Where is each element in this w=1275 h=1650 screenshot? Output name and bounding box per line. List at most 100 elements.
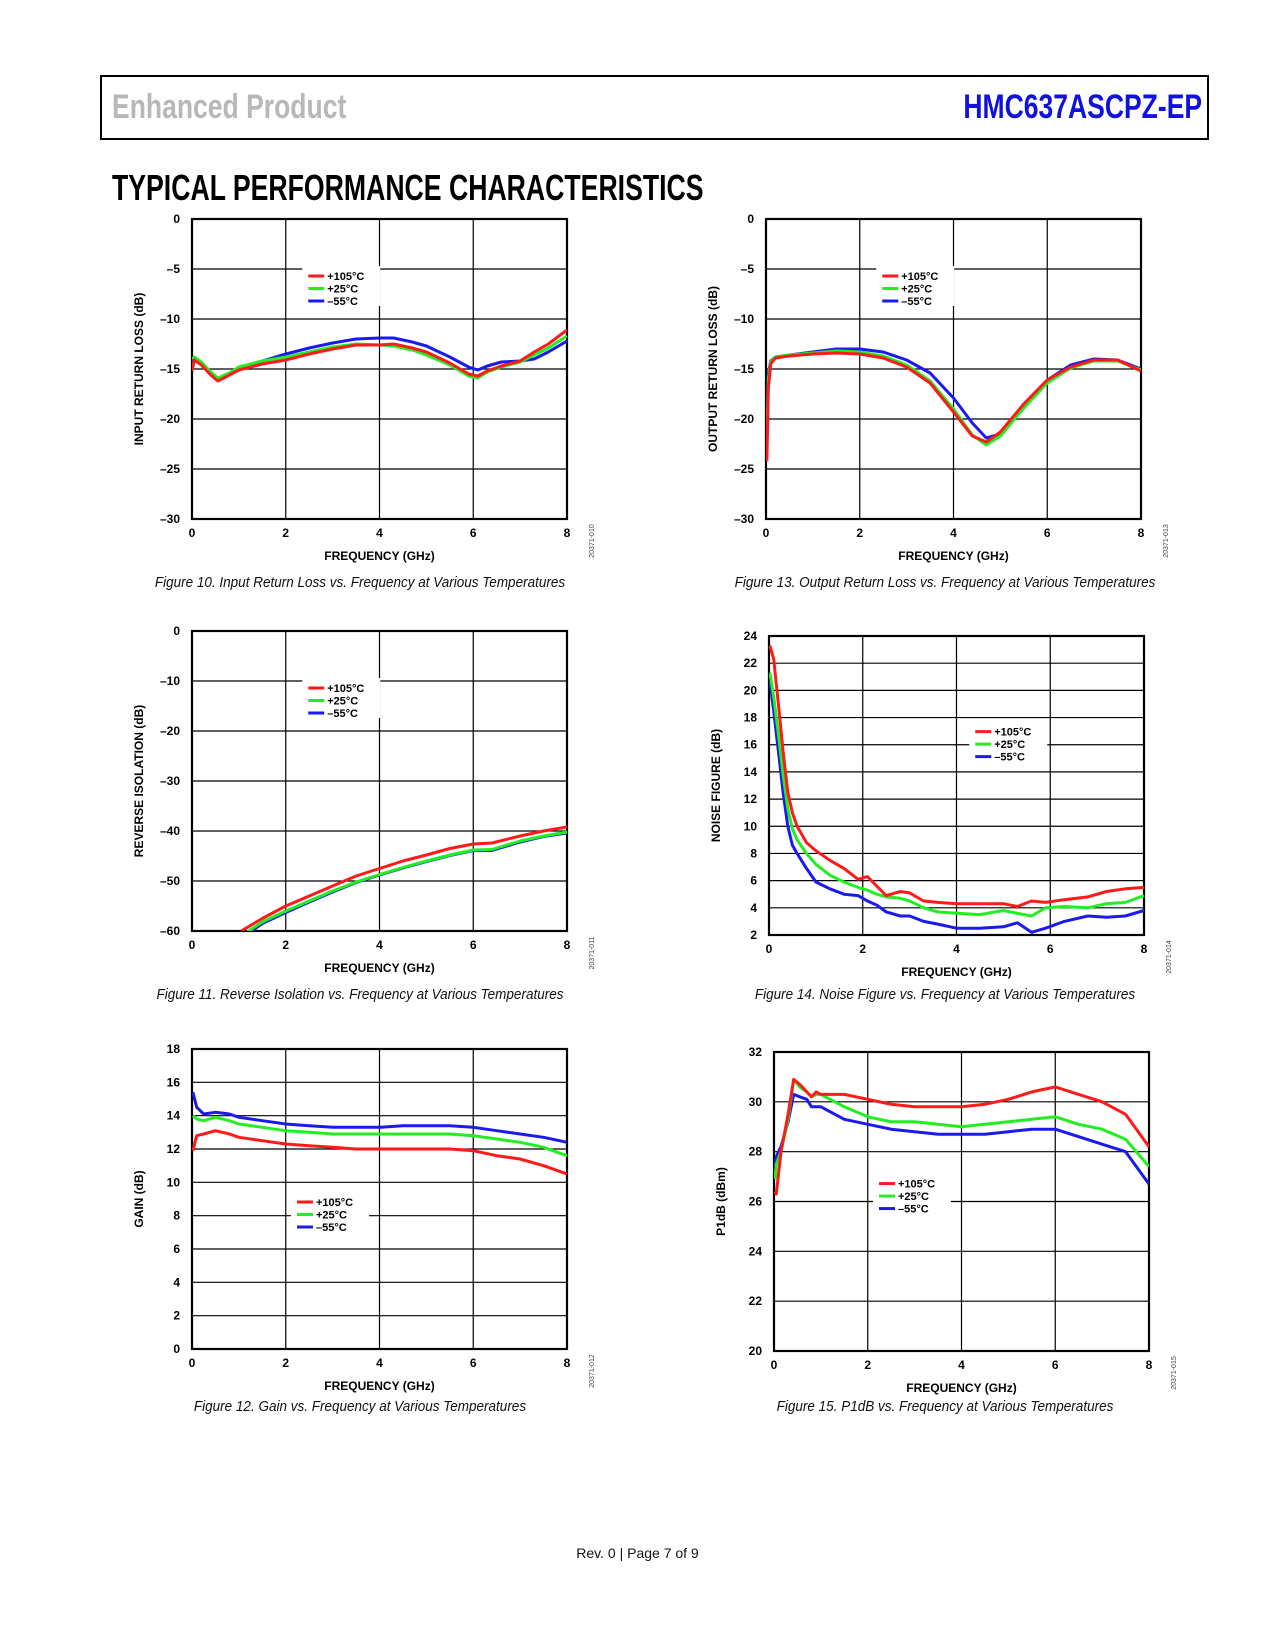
x-tick-label: 2: [282, 526, 289, 540]
legend-label: +25°C: [327, 284, 358, 296]
chart-svg: 0 2 4 6 832302826242220+105°C+25°C–55°CFREQU…: [714, 1045, 1178, 1395]
legend-label: –55°C: [898, 1204, 929, 1216]
x-axis-label: FREQUENCY (GHz): [901, 965, 1011, 979]
legend-background: [302, 266, 381, 306]
x-tick-label: 4: [376, 1356, 383, 1370]
section-title: TYPICAL PERFORMANCE CHARACTERISTICS: [112, 167, 704, 208]
y-tick-label: –50: [160, 874, 180, 888]
legend-background: [302, 678, 381, 718]
x-tick-label: 2: [859, 942, 866, 956]
legend-label: +105°C: [327, 271, 364, 283]
series-line-plus105c: [774, 1077, 1149, 1196]
legend-label: +105°C: [327, 683, 364, 695]
x-tick-label: 0: [771, 1358, 778, 1372]
page-footer: Rev. 0 | Page 7 of 9: [576, 1545, 699, 1561]
legend-label: +25°C: [994, 739, 1025, 751]
figure-caption: Figure 15. P1dB vs. Frequency at Various…: [776, 1398, 1114, 1415]
chart-noise-figure: 0 2 4 6 8 24 22 20 18 16 14 12 10 8 6 4 2 +105°C +25°C –55°…: [699, 616, 1184, 1000]
x-tick-label: 0: [189, 1356, 196, 1370]
y-tick-label: 18: [167, 1042, 181, 1056]
x-tick-label: 2: [282, 1356, 289, 1370]
x-tick-label: 8: [1141, 942, 1148, 956]
legend-label: –55°C: [327, 296, 358, 308]
y-tick-label: 0: [173, 212, 180, 226]
x-axis-label: FREQUENCY (GHz): [906, 1381, 1016, 1395]
y-tick-label: 2: [173, 1309, 180, 1323]
x-tick-label: 8: [564, 526, 571, 540]
figure-id: 20371-010: [589, 524, 596, 558]
y-tick-label: 6: [750, 874, 757, 888]
y-tick-label: –15: [160, 362, 180, 376]
y-tick-label: –20: [160, 724, 180, 738]
y-tick-label: –30: [160, 512, 180, 526]
series-line-plus105c: [192, 1129, 567, 1176]
chart-gain: 0 2 4 6 8 18 16 14 12 10 8 6 4 2 0 +105°C +25°C –55°C FREQ…: [122, 1029, 607, 1414]
y-tick-label: –25: [160, 462, 180, 476]
y-tick-label: 20: [744, 683, 758, 697]
legend-label: –55°C: [994, 752, 1025, 764]
figure-caption: Figure 14. Noise Figure vs. Frequency at…: [754, 986, 1136, 1003]
series-line-minus55c: [769, 680, 1144, 934]
legend-label: +105°C: [898, 1179, 935, 1191]
chart-svg: 0 2 4 6 824222018161412108642+105°C+25°C–55°…: [709, 629, 1173, 979]
y-tick-label: 8: [750, 846, 757, 860]
figure-caption: Figure 11. Reverse Isolation vs. Frequen…: [156, 986, 564, 1003]
figure-id: 20371-013: [1163, 524, 1170, 558]
x-tick-label: 6: [1044, 526, 1051, 540]
y-axis-label: INPUT RETURN LOSS (dB): [132, 293, 146, 446]
chart-input-return-loss: 0 2 4 6 8 0 –5 –10 –15 –20 –25 –30 +105°C +25°C –55°C F…: [122, 199, 607, 584]
x-tick-label: 6: [470, 938, 477, 952]
series-line-minus55c: [774, 1092, 1149, 1185]
series-line-minus55c: [249, 831, 567, 931]
x-axis-label: FREQUENCY (GHz): [324, 961, 434, 975]
y-tick-label: 32: [749, 1045, 763, 1059]
x-axis-label: FREQUENCY (GHz): [898, 549, 1008, 563]
chart-reverse-isolation: 0 2 4 6 8 0 –10 –20 –30 –40 –50 –60 +105°C +25°C –55°C…: [122, 611, 607, 996]
figure-caption: Figure 13. Output Return Loss vs. Freque…: [734, 574, 1156, 591]
header-box: [100, 75, 1209, 140]
y-tick-label: 16: [167, 1075, 181, 1089]
y-tick-label: –5: [167, 262, 181, 276]
series-line-plus105c: [766, 351, 1141, 462]
chart-svg: 0 2 4 6 8 0 –10 –20 –30 –40 –50 –60 +105°C+25°C–55°C…: [132, 624, 596, 975]
x-axis-label: FREQUENCY (GHz): [324, 549, 434, 563]
x-tick-label: 8: [564, 938, 571, 952]
figure-id: 20371-011: [589, 936, 596, 969]
series-line-plus25c: [246, 830, 567, 931]
x-tick-label: 4: [950, 526, 957, 540]
y-tick-label: 26: [749, 1195, 763, 1209]
y-tick-label: 0: [747, 212, 754, 226]
y-axis-label: NOISE FIGURE (dB): [709, 729, 723, 842]
y-tick-label: 14: [744, 765, 758, 779]
y-tick-label: 22: [744, 656, 758, 670]
legend-label: +25°C: [327, 696, 358, 708]
y-tick-label: 8: [173, 1209, 180, 1223]
y-tick-label: 0: [173, 1342, 180, 1356]
y-tick-label: –25: [734, 462, 754, 476]
series-line-plus25c: [769, 672, 1144, 918]
y-tick-label: 2: [750, 928, 757, 942]
y-tick-label: 4: [173, 1275, 180, 1289]
y-tick-label: 18: [744, 711, 758, 725]
x-tick-label: 8: [564, 1356, 571, 1370]
legend-background: [291, 1192, 369, 1232]
y-axis-label: OUTPUT RETURN LOSS (dB): [706, 286, 720, 452]
figure-id: 20371-014: [1166, 940, 1173, 974]
x-tick-label: 4: [958, 1358, 965, 1372]
y-tick-label: 0: [173, 624, 180, 638]
y-tick-label: 20: [749, 1344, 763, 1358]
x-tick-label: 6: [1047, 942, 1054, 956]
series-line-plus25c: [192, 1114, 567, 1158]
x-tick-label: 2: [282, 938, 289, 952]
y-tick-label: 24: [749, 1244, 763, 1258]
legend-label: +105°C: [994, 727, 1031, 739]
header-product-type: Enhanced Product: [112, 88, 347, 126]
series-line-plus105c: [192, 328, 567, 383]
y-tick-label: –10: [734, 312, 754, 326]
y-tick-label: –5: [741, 262, 755, 276]
x-axis-label: FREQUENCY (GHz): [324, 1379, 434, 1393]
y-tick-label: 10: [167, 1175, 181, 1189]
x-tick-label: 6: [470, 526, 477, 540]
chart-svg: 0 2 4 6 8 0 –5 –10 –15 –20 –25 –30 +105°C+25°C–55°C F…: [132, 212, 596, 563]
chart-p1db: 0 2 4 6 8 32 30 28 26 24 22 20 +105°C +25°C –55°C FREQU…: [704, 1032, 1189, 1416]
